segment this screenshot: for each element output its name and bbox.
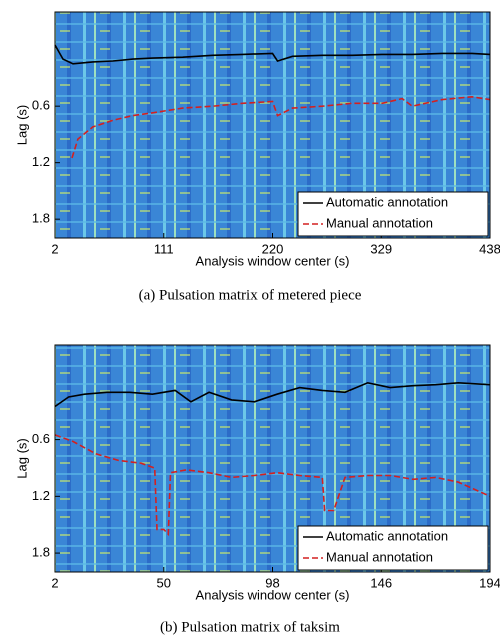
x-axis-label: Analysis window center (s) bbox=[196, 587, 350, 602]
x-axis-label: Analysis window center (s) bbox=[196, 253, 350, 268]
x-tick-label: 220 bbox=[262, 241, 284, 256]
y-tick-label: 1.8 bbox=[32, 211, 50, 226]
series-line bbox=[54, 44, 491, 65]
legend-label: Manual annotation bbox=[326, 549, 433, 564]
y-tick-label: 1.2 bbox=[32, 154, 50, 169]
x-tick-label: 2 bbox=[51, 241, 58, 256]
x-tick-label: 98 bbox=[265, 575, 279, 590]
legend-label: Manual annotation bbox=[326, 215, 433, 230]
x-tick-label: 2 bbox=[51, 575, 58, 590]
series-line bbox=[54, 381, 491, 408]
series-line bbox=[54, 434, 491, 537]
y-axis-label: Lag (s) bbox=[14, 438, 29, 478]
x-tick-label: 329 bbox=[370, 241, 392, 256]
x-tick-label: 438 bbox=[479, 241, 500, 256]
series-line bbox=[71, 95, 491, 159]
y-axis-label: Lag (s) bbox=[14, 105, 29, 145]
legend-label: Automatic annotation bbox=[326, 194, 448, 209]
y-tick-label: 0.6 bbox=[32, 98, 50, 113]
caption: (b) Pulsation matrix of taksim bbox=[160, 619, 340, 635]
legend-label: Automatic annotation bbox=[326, 528, 448, 543]
y-tick-label: 1.2 bbox=[32, 488, 50, 503]
x-tick-label: 194 bbox=[479, 575, 500, 590]
caption: (a) Pulsation matrix of metered piece bbox=[139, 287, 362, 303]
x-tick-label: 111 bbox=[154, 241, 174, 256]
legend-box bbox=[297, 191, 489, 237]
y-tick-label: 0.6 bbox=[32, 431, 50, 446]
y-tick-label: 1.8 bbox=[32, 545, 50, 560]
x-tick-label: 50 bbox=[157, 575, 171, 590]
x-tick-label: 146 bbox=[370, 575, 392, 590]
legend-box bbox=[297, 525, 489, 571]
